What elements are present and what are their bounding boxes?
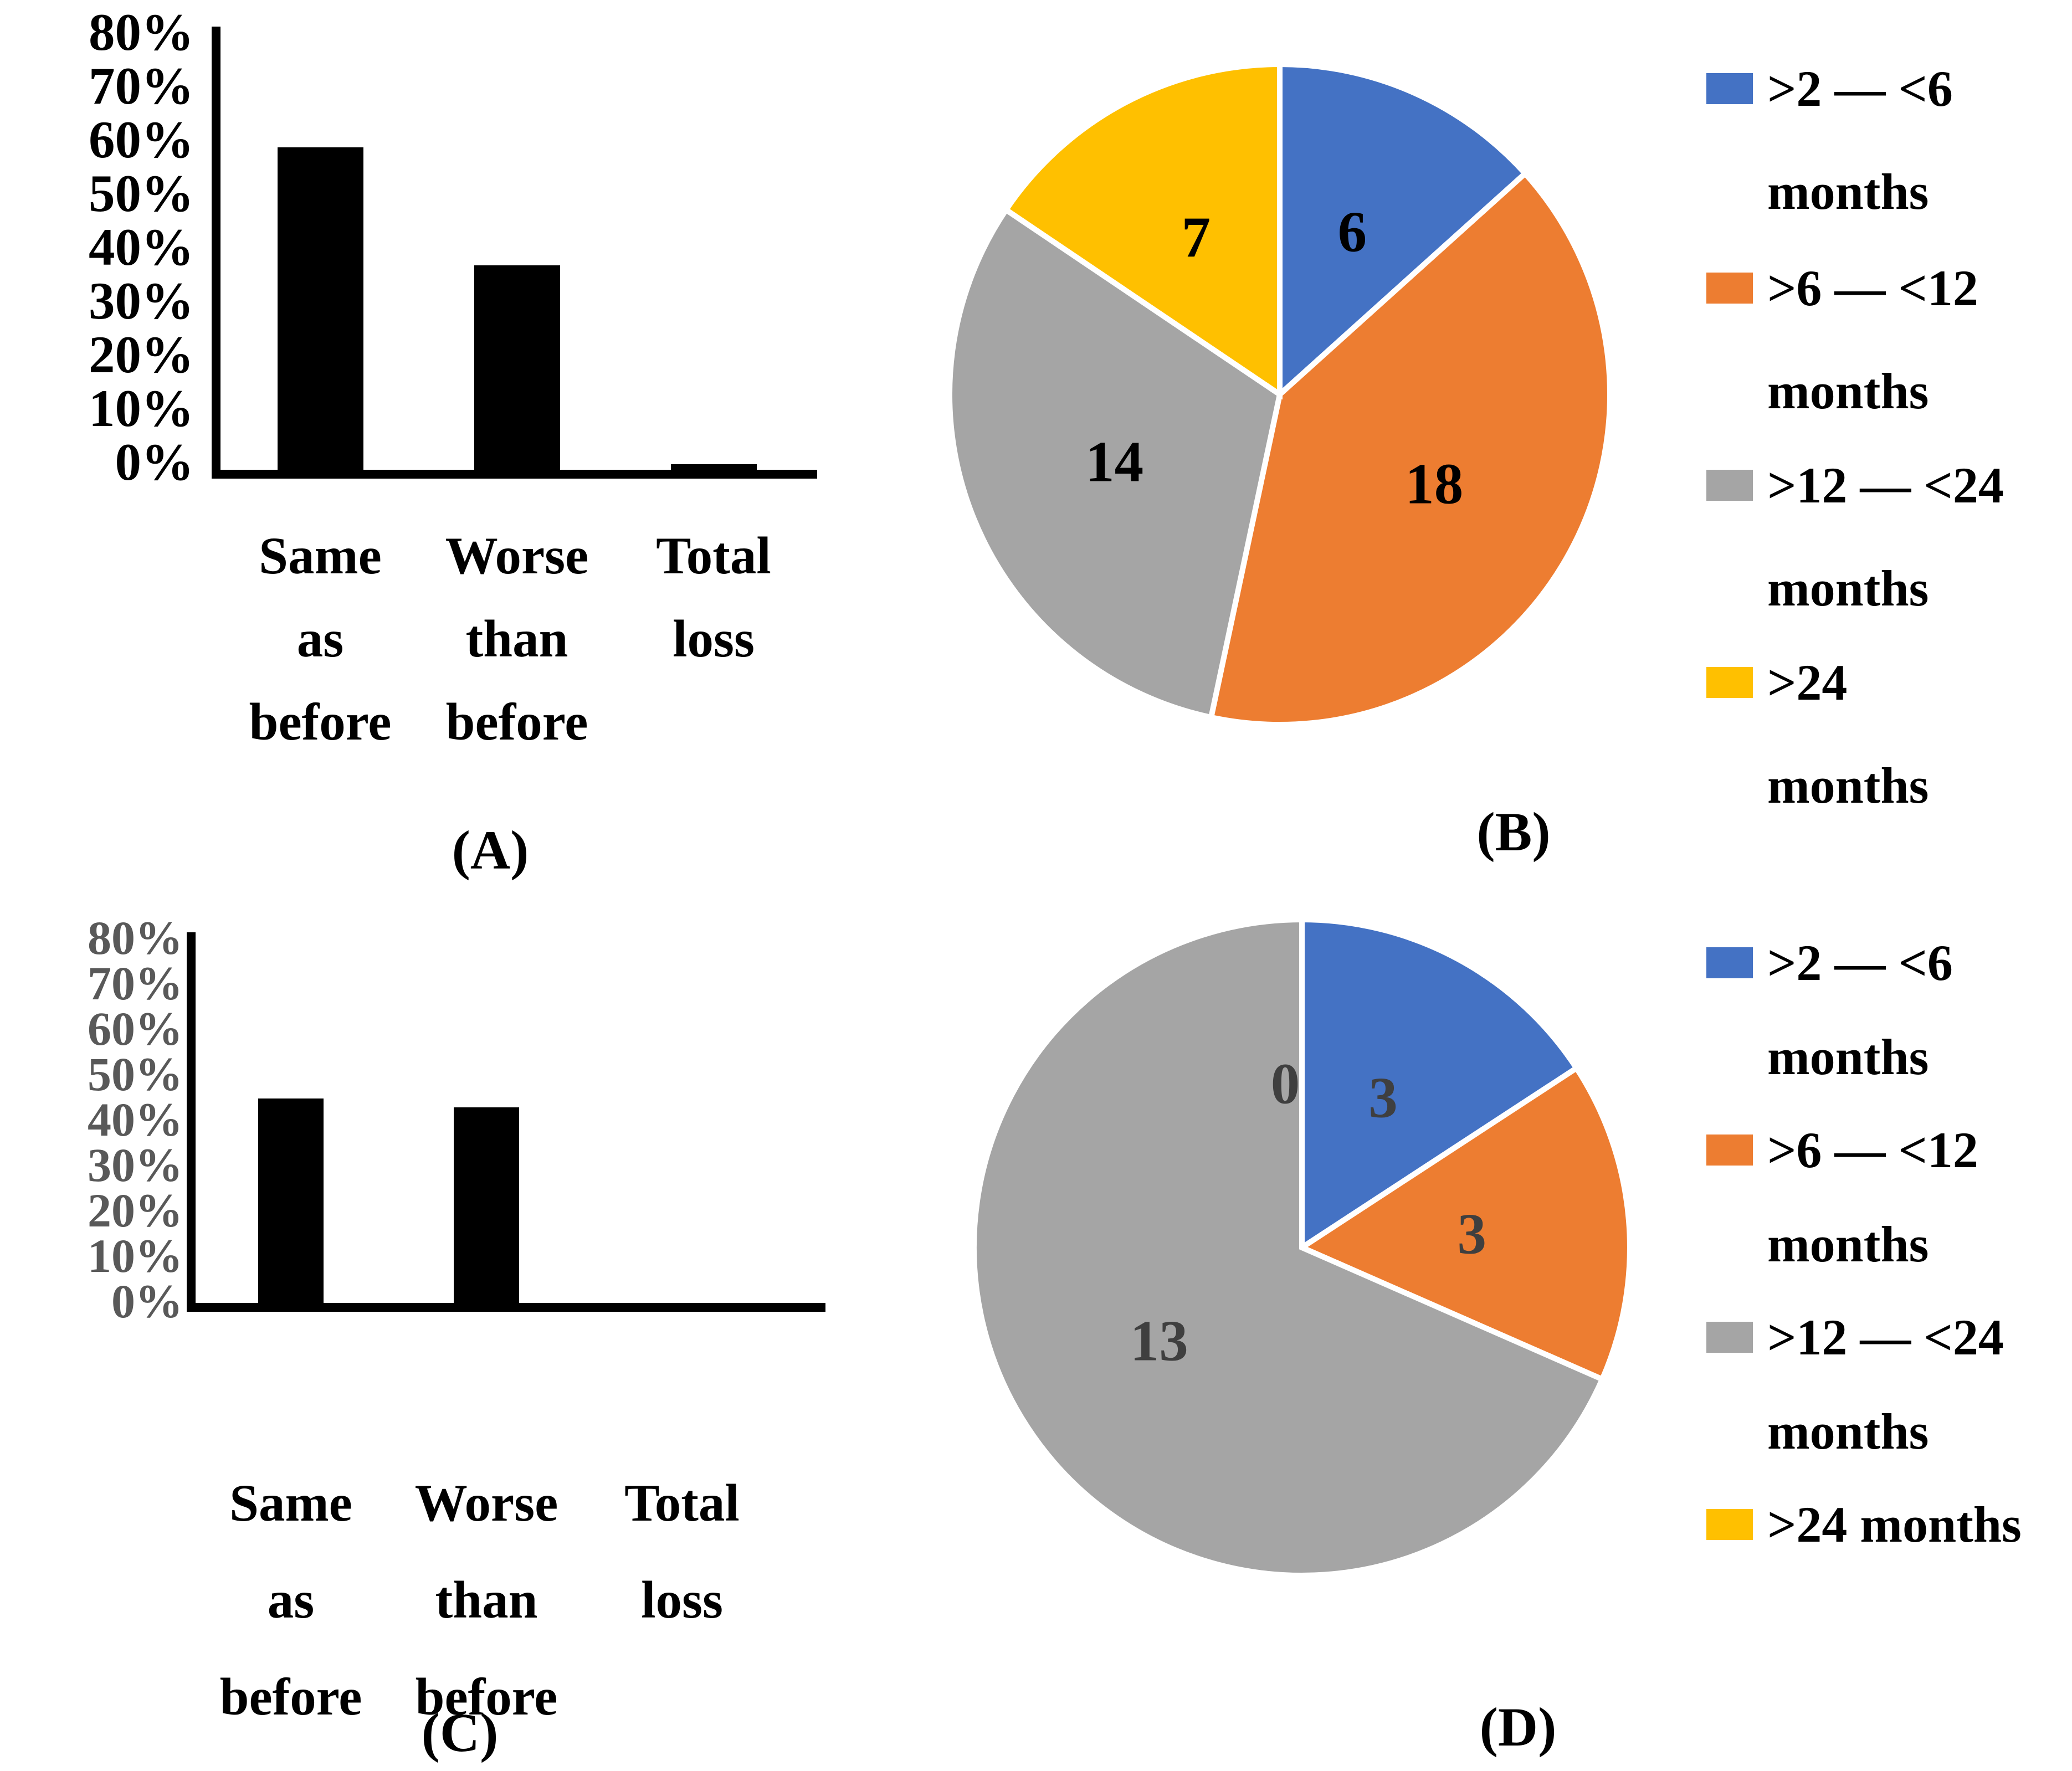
legend-label-line: months (1767, 363, 1929, 419)
pie-value-label: 3 (1368, 1065, 1398, 1130)
y-tick-label: 80% (88, 911, 183, 965)
pie-value-label-zero: 0 (1270, 1051, 1300, 1116)
caption-b: (B) (1476, 801, 1551, 863)
y-tick-label: 70% (89, 56, 194, 115)
y-tick-label: 30% (89, 271, 194, 330)
x-category-label: Same (229, 1473, 352, 1532)
y-tick-label: 60% (88, 1002, 183, 1056)
bar-same-as-before (258, 1098, 324, 1308)
y-tick-label: 0% (111, 1275, 183, 1328)
y-tick-label: 50% (89, 163, 194, 223)
y-axis-line (212, 27, 220, 479)
legend-label-line: >6 — <12 (1767, 1122, 1978, 1178)
pie-value-label: 13 (1130, 1308, 1188, 1373)
bar-total-loss (670, 464, 757, 475)
y-tick-label: 70% (88, 957, 183, 1010)
x-category-label: Worse (445, 526, 589, 585)
pie-value-label: 14 (1085, 429, 1144, 494)
x-category-label: loss (641, 1570, 723, 1629)
legend-swatch-0 (1706, 947, 1753, 978)
x-category-label: before (219, 1667, 362, 1726)
legend-label-line: >12 — <24 (1767, 457, 2004, 514)
legend-label-line: months (1767, 1403, 1929, 1460)
pie-slice--6-12-months (1296, 1064, 1633, 1383)
legend-label-line: months (1767, 1216, 1929, 1272)
y-tick-label: 10% (89, 378, 194, 438)
pie-slice--24-months (1002, 61, 1283, 400)
legend-swatch-1 (1706, 273, 1753, 304)
pie-slice--12-24-months (971, 916, 1606, 1578)
x-category-label: before (445, 692, 588, 751)
legend-label-line: >2 — <6 (1767, 935, 1953, 991)
pie-slice--12-24-months (947, 206, 1283, 721)
y-tick-label: 80% (89, 2, 194, 61)
y-axis-line (187, 932, 196, 1312)
y-tick-label: 20% (88, 1184, 183, 1238)
legend-label-line: months (1767, 163, 1929, 220)
y-tick-label: 60% (89, 110, 194, 169)
caption-d: (D) (1479, 1696, 1557, 1758)
legend-swatch-3 (1706, 1509, 1753, 1540)
caption-a: (A) (452, 819, 529, 881)
legend-swatch-0 (1706, 73, 1753, 104)
y-tick-label: 30% (88, 1138, 183, 1192)
legend-label-line: months (1767, 757, 1929, 814)
legend-label-line: >24 months (1767, 1496, 2022, 1553)
pie-value-label: 3 (1457, 1201, 1487, 1266)
pie-value-label: 6 (1337, 199, 1367, 264)
legend-label-line: months (1767, 1029, 1929, 1085)
bar-worse-than-before (474, 265, 560, 475)
x-category-label: as (267, 1570, 315, 1629)
bar-same-as-before (277, 147, 363, 475)
x-category-label: Total (624, 1473, 740, 1532)
pie-slice--6-12-months (1208, 170, 1613, 728)
x-category-label: as (296, 609, 344, 668)
pie-slice--2-6-months (1277, 61, 1529, 401)
pie-d (971, 916, 1633, 1578)
y-tick-label: 0% (115, 432, 194, 491)
x-category-label: Worse (414, 1473, 558, 1532)
pie-slice--2-6-months (1299, 916, 1581, 1253)
x-category-label: before (415, 1667, 558, 1726)
legend-swatch-1 (1706, 1135, 1753, 1166)
legend-label-line: >2 — <6 (1767, 60, 1953, 117)
pie-b (947, 61, 1613, 728)
bar-worse-than-before (454, 1107, 519, 1308)
y-tick-label: 10% (88, 1229, 183, 1283)
legend-swatch-3 (1706, 667, 1753, 698)
y-tick-label: 40% (89, 217, 194, 276)
legend-swatch-2 (1706, 470, 1753, 501)
y-tick-label: 50% (88, 1048, 183, 1101)
caption-c: (C) (421, 1702, 499, 1763)
legend-label-line: >12 — <24 (1767, 1309, 2004, 1366)
legend-label-line: >24 (1767, 654, 1848, 711)
y-tick-label: 40% (88, 1093, 183, 1147)
y-tick-label: 20% (89, 325, 194, 384)
x-category-label: than (435, 1570, 538, 1629)
x-category-label: Total (656, 526, 771, 585)
x-category-label: loss (673, 609, 755, 668)
pie-value-label: 18 (1405, 451, 1464, 516)
legend-label-line: >6 — <12 (1767, 260, 1978, 316)
x-category-label: than (465, 609, 568, 668)
x-category-label: Same (259, 526, 382, 585)
pie-value-label: 7 (1181, 204, 1211, 270)
legend-label-line: months (1767, 560, 1929, 617)
x-category-label: before (249, 692, 392, 751)
legend-swatch-2 (1706, 1322, 1753, 1353)
